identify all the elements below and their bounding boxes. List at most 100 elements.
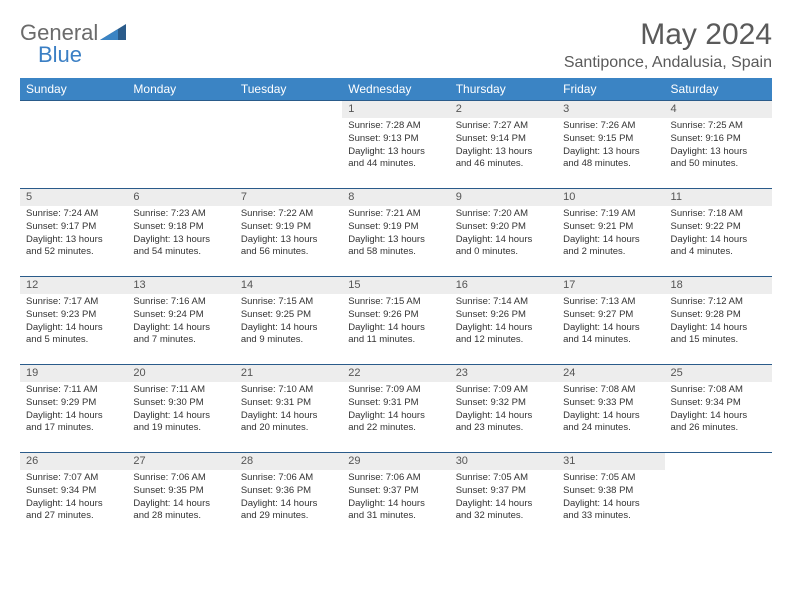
sunrise: Sunrise: 7:19 AM [563, 208, 658, 221]
sunset: Sunset: 9:34 PM [671, 397, 766, 410]
daylight-line1: Daylight: 14 hours [671, 234, 766, 247]
daylight-line2: and 29 minutes. [241, 510, 336, 523]
sunset: Sunset: 9:31 PM [241, 397, 336, 410]
day-details: Sunrise: 7:05 AMSunset: 9:38 PMDaylight:… [557, 470, 664, 527]
daylight-line1: Daylight: 13 hours [563, 146, 658, 159]
logo-word2: Blue [38, 44, 98, 66]
daylight-line1: Daylight: 14 hours [348, 410, 443, 423]
day-number: 5 [20, 189, 127, 206]
sunset: Sunset: 9:19 PM [241, 221, 336, 234]
daylight-line2: and 2 minutes. [563, 246, 658, 259]
calendar-cell: 15Sunrise: 7:15 AMSunset: 9:26 PMDayligh… [342, 277, 449, 365]
calendar-cell: 18Sunrise: 7:12 AMSunset: 9:28 PMDayligh… [665, 277, 772, 365]
sunrise: Sunrise: 7:21 AM [348, 208, 443, 221]
day-details: Sunrise: 7:08 AMSunset: 9:34 PMDaylight:… [665, 382, 772, 439]
daylight-line1: Daylight: 13 hours [456, 146, 551, 159]
daylight-line1: Daylight: 13 hours [348, 146, 443, 159]
daylight-line2: and 22 minutes. [348, 422, 443, 435]
sunrise: Sunrise: 7:15 AM [348, 296, 443, 309]
daylight-line1: Daylight: 14 hours [563, 234, 658, 247]
sunset: Sunset: 9:31 PM [348, 397, 443, 410]
calendar-cell [127, 101, 234, 189]
calendar-cell: 24Sunrise: 7:08 AMSunset: 9:33 PMDayligh… [557, 365, 664, 453]
day-number: 22 [342, 365, 449, 382]
sunrise: Sunrise: 7:25 AM [671, 120, 766, 133]
day-number: 21 [235, 365, 342, 382]
sunrise: Sunrise: 7:13 AM [563, 296, 658, 309]
daylight-line2: and 14 minutes. [563, 334, 658, 347]
day-details: Sunrise: 7:26 AMSunset: 9:15 PMDaylight:… [557, 118, 664, 175]
sunset: Sunset: 9:22 PM [671, 221, 766, 234]
day-details: Sunrise: 7:24 AMSunset: 9:17 PMDaylight:… [20, 206, 127, 263]
daylight-line1: Daylight: 13 hours [348, 234, 443, 247]
calendar-row: 5Sunrise: 7:24 AMSunset: 9:17 PMDaylight… [20, 189, 772, 277]
sunrise: Sunrise: 7:14 AM [456, 296, 551, 309]
calendar-cell: 12Sunrise: 7:17 AMSunset: 9:23 PMDayligh… [20, 277, 127, 365]
daylight-line1: Daylight: 14 hours [563, 498, 658, 511]
calendar-row: 19Sunrise: 7:11 AMSunset: 9:29 PMDayligh… [20, 365, 772, 453]
sunrise: Sunrise: 7:09 AM [456, 384, 551, 397]
month-title: May 2024 [564, 18, 772, 52]
day-details: Sunrise: 7:21 AMSunset: 9:19 PMDaylight:… [342, 206, 449, 263]
day-number: 6 [127, 189, 234, 206]
day-number: 20 [127, 365, 234, 382]
dow-row: SundayMondayTuesdayWednesdayThursdayFrid… [20, 78, 772, 101]
sunrise: Sunrise: 7:05 AM [563, 472, 658, 485]
day-number: 23 [450, 365, 557, 382]
daylight-line2: and 4 minutes. [671, 246, 766, 259]
location: Santiponce, Andalusia, Spain [564, 54, 772, 72]
sunset: Sunset: 9:30 PM [133, 397, 228, 410]
daylight-line1: Daylight: 14 hours [133, 498, 228, 511]
calendar-cell: 29Sunrise: 7:06 AMSunset: 9:37 PMDayligh… [342, 453, 449, 541]
sunset: Sunset: 9:37 PM [348, 485, 443, 498]
daylight-line1: Daylight: 13 hours [26, 234, 121, 247]
daylight-line2: and 12 minutes. [456, 334, 551, 347]
calendar-cell: 21Sunrise: 7:10 AMSunset: 9:31 PMDayligh… [235, 365, 342, 453]
day-number: 10 [557, 189, 664, 206]
day-number [127, 101, 234, 118]
calendar-cell: 13Sunrise: 7:16 AMSunset: 9:24 PMDayligh… [127, 277, 234, 365]
logo-text-block: General Blue [20, 22, 98, 66]
daylight-line2: and 7 minutes. [133, 334, 228, 347]
sunrise: Sunrise: 7:06 AM [241, 472, 336, 485]
dow-header: Saturday [665, 78, 772, 101]
sunset: Sunset: 9:13 PM [348, 133, 443, 146]
day-details: Sunrise: 7:06 AMSunset: 9:36 PMDaylight:… [235, 470, 342, 527]
calendar-table: SundayMondayTuesdayWednesdayThursdayFrid… [20, 78, 772, 541]
daylight-line1: Daylight: 13 hours [241, 234, 336, 247]
sunset: Sunset: 9:19 PM [348, 221, 443, 234]
daylight-line1: Daylight: 14 hours [26, 322, 121, 335]
sunrise: Sunrise: 7:11 AM [133, 384, 228, 397]
calendar-cell: 9Sunrise: 7:20 AMSunset: 9:20 PMDaylight… [450, 189, 557, 277]
logo-triangle-icon [100, 24, 126, 44]
daylight-line1: Daylight: 14 hours [133, 322, 228, 335]
calendar-cell: 2Sunrise: 7:27 AMSunset: 9:14 PMDaylight… [450, 101, 557, 189]
day-details: Sunrise: 7:16 AMSunset: 9:24 PMDaylight:… [127, 294, 234, 351]
day-number: 19 [20, 365, 127, 382]
header: General Blue May 2024 Santiponce, Andalu… [20, 18, 772, 72]
sunset: Sunset: 9:38 PM [563, 485, 658, 498]
calendar-row: 1Sunrise: 7:28 AMSunset: 9:13 PMDaylight… [20, 101, 772, 189]
day-details: Sunrise: 7:10 AMSunset: 9:31 PMDaylight:… [235, 382, 342, 439]
day-details: Sunrise: 7:27 AMSunset: 9:14 PMDaylight:… [450, 118, 557, 175]
day-details: Sunrise: 7:13 AMSunset: 9:27 PMDaylight:… [557, 294, 664, 351]
day-number: 11 [665, 189, 772, 206]
daylight-line2: and 32 minutes. [456, 510, 551, 523]
daylight-line1: Daylight: 13 hours [671, 146, 766, 159]
calendar-cell: 1Sunrise: 7:28 AMSunset: 9:13 PMDaylight… [342, 101, 449, 189]
sunrise: Sunrise: 7:06 AM [348, 472, 443, 485]
sunset: Sunset: 9:21 PM [563, 221, 658, 234]
day-details: Sunrise: 7:20 AMSunset: 9:20 PMDaylight:… [450, 206, 557, 263]
sunset: Sunset: 9:24 PM [133, 309, 228, 322]
day-details: Sunrise: 7:11 AMSunset: 9:29 PMDaylight:… [20, 382, 127, 439]
calendar-cell: 16Sunrise: 7:14 AMSunset: 9:26 PMDayligh… [450, 277, 557, 365]
sunrise: Sunrise: 7:06 AM [133, 472, 228, 485]
sunset: Sunset: 9:35 PM [133, 485, 228, 498]
day-details: Sunrise: 7:19 AMSunset: 9:21 PMDaylight:… [557, 206, 664, 263]
calendar-cell: 19Sunrise: 7:11 AMSunset: 9:29 PMDayligh… [20, 365, 127, 453]
calendar-cell: 4Sunrise: 7:25 AMSunset: 9:16 PMDaylight… [665, 101, 772, 189]
day-number: 4 [665, 101, 772, 118]
sunrise: Sunrise: 7:15 AM [241, 296, 336, 309]
daylight-line2: and 48 minutes. [563, 158, 658, 171]
dow-header: Tuesday [235, 78, 342, 101]
